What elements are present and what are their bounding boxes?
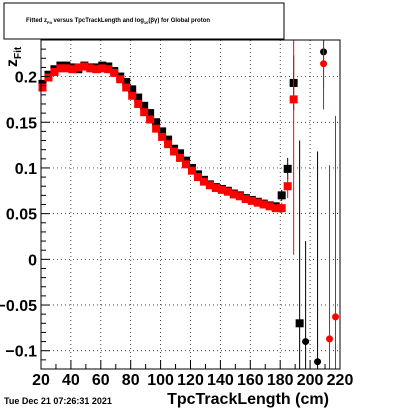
y-axis-title: zFit: [4, 46, 24, 67]
y-tick-label: −0.05: [0, 298, 37, 315]
data-point: [74, 63, 83, 72]
data-point: [44, 73, 53, 82]
data-point: [122, 78, 131, 87]
data-point: [128, 85, 137, 94]
data-point: [295, 319, 304, 328]
y-tick-label: −0.1: [5, 344, 37, 361]
data-point: [86, 64, 95, 73]
data-point: [158, 127, 167, 136]
data-point: [176, 153, 185, 162]
data-point: [122, 83, 131, 92]
title-frame: [3, 2, 285, 40]
data-point: [229, 190, 238, 199]
data-point: [277, 191, 286, 200]
data-series: [38, 40, 340, 369]
data-point: [187, 166, 196, 175]
data-point: [140, 108, 149, 117]
data-point: [247, 196, 256, 205]
data-point: [223, 187, 232, 196]
data-point: [56, 64, 65, 73]
x-tick-label: 220: [327, 372, 354, 389]
x-tick-label: 180: [267, 372, 294, 389]
y-tick-label: 0.1: [15, 161, 37, 178]
data-point: [158, 132, 167, 141]
timestamp: Tue Dec 21 07:26:31 2021: [4, 396, 112, 406]
data-point: [152, 118, 161, 127]
x-tick-label: 40: [62, 372, 80, 389]
title-box: Fitted zFit versus TpcTrackLength and lo…: [3, 2, 285, 40]
data-point: [164, 135, 173, 144]
data-point: [134, 99, 143, 108]
data-point: [176, 149, 185, 158]
x-axis-title: TpcTrackLength (cm): [167, 391, 329, 408]
chart-title: Fitted zFit versus TpcTrackLength and lo…: [26, 18, 210, 25]
x-tick-label: 200: [297, 372, 324, 389]
data-point: [140, 101, 149, 110]
data-point: [104, 65, 113, 74]
data-point: [253, 198, 262, 207]
data-point: [302, 338, 310, 346]
y-tick-label: 0: [28, 252, 37, 269]
y-tick-label: 0.15: [6, 115, 37, 132]
data-point: [235, 192, 244, 201]
data-point: [332, 313, 340, 321]
data-point: [320, 60, 328, 68]
data-point: [92, 65, 101, 74]
data-point: [259, 200, 268, 209]
data-point: [164, 140, 173, 149]
data-point: [277, 204, 286, 213]
data-point: [152, 124, 161, 133]
x-tick-label: 20: [32, 372, 50, 389]
data-point: [170, 147, 179, 156]
data-point: [146, 115, 155, 124]
x-tick-label: 100: [147, 372, 174, 389]
x-tick-label: 120: [177, 372, 204, 389]
data-point: [116, 75, 125, 84]
data-point: [38, 83, 47, 92]
data-point: [283, 164, 292, 173]
x-tick-label: 60: [92, 372, 110, 389]
x-tick-label: 160: [237, 372, 264, 389]
y-tick-label: 0.2: [15, 70, 37, 87]
series-1: [38, 40, 340, 369]
data-point: [98, 64, 107, 73]
x-tick-label: 80: [122, 372, 140, 389]
y-tick-label: 0.05: [6, 207, 37, 224]
data-point: [314, 358, 322, 366]
data-point: [80, 62, 89, 71]
data-point: [271, 204, 280, 213]
data-point: [241, 195, 250, 204]
x-tick-label: 140: [207, 372, 234, 389]
data-point: [68, 65, 77, 74]
data-point: [326, 335, 334, 343]
data-point: [205, 181, 214, 190]
data-point: [110, 68, 119, 77]
data-point: [193, 173, 202, 182]
data-point: [211, 184, 220, 193]
data-point: [134, 93, 143, 102]
data-point: [283, 182, 292, 191]
data-point: [289, 95, 298, 104]
data-point: [50, 67, 59, 76]
data-point: [199, 177, 208, 186]
axes: 20 40 60 80 100 120 140 160 180 200 220 −0.1 −0.05 0 0…: [0, 39, 354, 389]
data-point: [146, 109, 155, 118]
data-point: [62, 64, 71, 73]
data-point: [128, 91, 137, 100]
data-point: [265, 202, 274, 211]
data-point: [182, 160, 191, 169]
data-point: [217, 185, 226, 194]
